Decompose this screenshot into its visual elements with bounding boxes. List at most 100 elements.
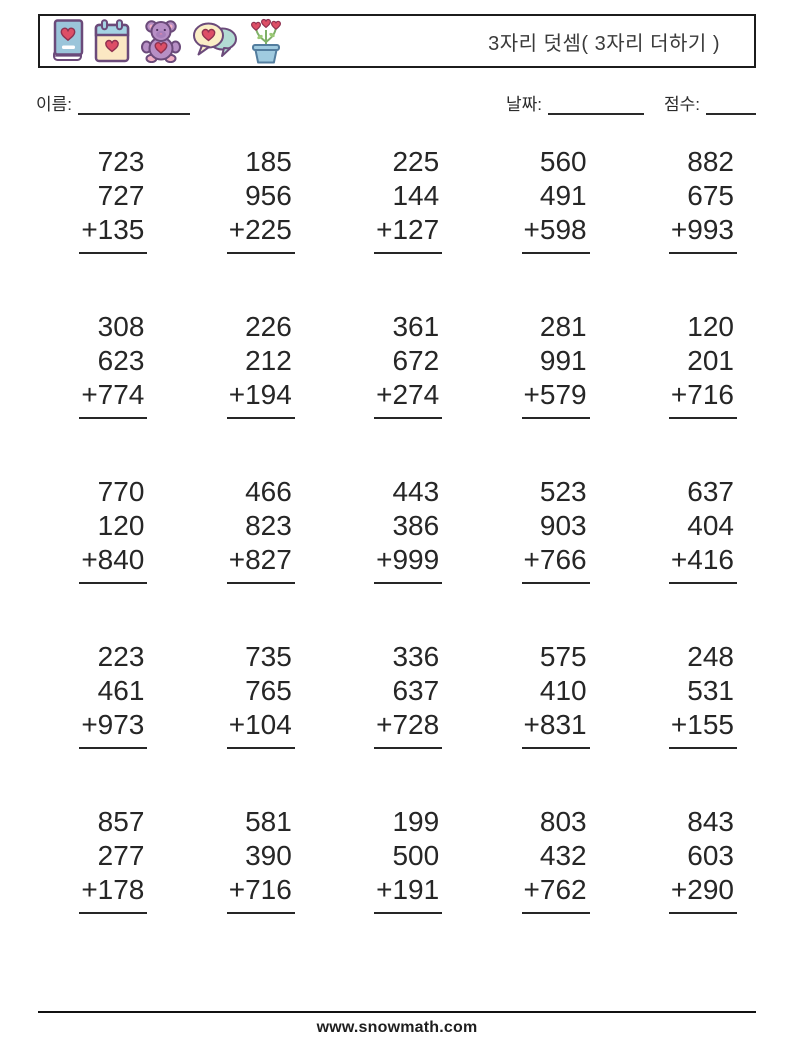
problem-line3: +225 — [226, 213, 295, 254]
problem-line1: 248 — [687, 641, 734, 672]
problem-line3: +766 — [521, 543, 590, 584]
problem-line1: 523 — [539, 476, 587, 507]
problem-line1: 223 — [97, 641, 145, 672]
problem-line2: 765 — [245, 675, 292, 706]
problem-line2: 491 — [539, 180, 587, 211]
problem: 843 603 +290 — [668, 805, 737, 914]
header-icon-row — [51, 18, 285, 64]
problem-line1: 581 — [245, 806, 292, 837]
problem-line2: 623 — [97, 345, 145, 376]
problem-line2: 531 — [687, 675, 734, 706]
score-label: 점수: — [663, 95, 700, 114]
chat-hearts-icon — [192, 21, 238, 61]
problem-line1: 226 — [245, 311, 292, 342]
page-title: 3자리 덧셈( 3자리 더하기 ) — [488, 32, 720, 55]
problem-line2: 212 — [245, 345, 292, 376]
problem-line1: 882 — [687, 146, 734, 177]
problem: 223 461 +973 — [79, 640, 148, 749]
problem-line2: 823 — [245, 510, 292, 541]
problem-line3: +127 — [374, 213, 443, 254]
problem-line1: 120 — [687, 311, 734, 342]
problem-line1: 308 — [97, 311, 145, 342]
problem-line2: 461 — [97, 675, 145, 706]
problem-line1: 843 — [687, 806, 734, 837]
problem-line3: +155 — [668, 708, 737, 749]
problem-line1: 770 — [97, 476, 145, 507]
problem-line1: 803 — [539, 806, 587, 837]
problem-line3: +716 — [226, 873, 295, 914]
problem-line1: 361 — [392, 311, 440, 342]
problem-line3: +716 — [668, 378, 737, 419]
problem: 735 765 +104 — [226, 640, 295, 749]
problem: 361 672 +274 — [374, 310, 443, 419]
score-blank-line — [706, 95, 756, 115]
problem: 857 277 +178 — [79, 805, 148, 914]
problem-line2: 637 — [392, 675, 440, 706]
teddy-bear-icon — [139, 19, 183, 63]
problem-line2: 410 — [539, 675, 587, 706]
problem-line2: 144 — [392, 180, 440, 211]
problem-line3: +973 — [79, 708, 148, 749]
problem: 185 956 +225 — [226, 145, 295, 254]
problem: 803 432 +762 — [521, 805, 590, 914]
footer-divider — [38, 1011, 756, 1013]
problem-line1: 281 — [539, 311, 587, 342]
problem: 308 623 +774 — [79, 310, 148, 419]
problem: 723 727 +135 — [79, 145, 148, 254]
problem-line3: +999 — [374, 543, 443, 584]
problem: 882 675 +993 — [668, 145, 737, 254]
problem-line3: +598 — [521, 213, 590, 254]
problem-line2: 903 — [539, 510, 587, 541]
problem: 281 991 +579 — [521, 310, 590, 419]
date-label: 날짜: — [505, 95, 542, 114]
problem-line3: +762 — [521, 873, 590, 914]
problem-line3: +135 — [79, 213, 148, 254]
problem-line3: +774 — [79, 378, 148, 419]
problems-grid: 723 727 +135 185 956 +225 225 144 +127 5… — [0, 145, 737, 914]
problem-line3: +104 — [226, 708, 295, 749]
problem-line2: 956 — [245, 180, 292, 211]
problem-line3: +191 — [374, 873, 443, 914]
problem: 575 410 +831 — [521, 640, 590, 749]
date-field-group: 날짜: — [506, 90, 644, 115]
book-icon — [51, 19, 85, 63]
problem-line1: 443 — [392, 476, 440, 507]
problem-line3: +827 — [226, 543, 295, 584]
problem-line2: 675 — [687, 180, 734, 211]
problem-line3: +728 — [374, 708, 443, 749]
problem-line2: 991 — [539, 345, 587, 376]
problem-line1: 575 — [539, 641, 587, 672]
problem-line2: 500 — [392, 840, 440, 871]
problem-line2: 404 — [687, 510, 734, 541]
problem-line1: 466 — [245, 476, 292, 507]
problem-line2: 277 — [97, 840, 145, 871]
problem: 560 491 +598 — [521, 145, 590, 254]
problem-line1: 560 — [539, 146, 587, 177]
header: 3자리 덧셈( 3자리 더하기 ) — [38, 14, 756, 68]
name-label: 이름: — [36, 95, 73, 114]
problem-line3: +993 — [668, 213, 737, 254]
score-field-group: 점수: — [664, 90, 756, 115]
calendar-icon — [94, 19, 130, 63]
problem-line2: 201 — [687, 345, 734, 376]
problem-line3: +579 — [521, 378, 590, 419]
problem-line2: 386 — [392, 510, 440, 541]
problem-line3: +274 — [374, 378, 443, 419]
problem: 443 386 +999 — [374, 475, 443, 584]
problem-line1: 336 — [392, 641, 440, 672]
name-field-group: 이름: — [36, 90, 191, 115]
date-blank-line — [547, 95, 644, 115]
problem-line1: 637 — [687, 476, 734, 507]
problem-line2: 603 — [687, 840, 734, 871]
problem-line2: 727 — [97, 180, 145, 211]
problem-line3: +840 — [79, 543, 148, 584]
problem-line1: 735 — [245, 641, 292, 672]
problem-line3: +178 — [79, 873, 148, 914]
problem: 225 144 +127 — [374, 145, 443, 254]
problem-line1: 185 — [245, 146, 292, 177]
problem: 523 903 +766 — [521, 475, 590, 584]
problem: 120 201 +716 — [668, 310, 737, 419]
problem: 226 212 +194 — [226, 310, 295, 419]
problem-line2: 390 — [245, 840, 292, 871]
problem-line3: +831 — [521, 708, 590, 749]
